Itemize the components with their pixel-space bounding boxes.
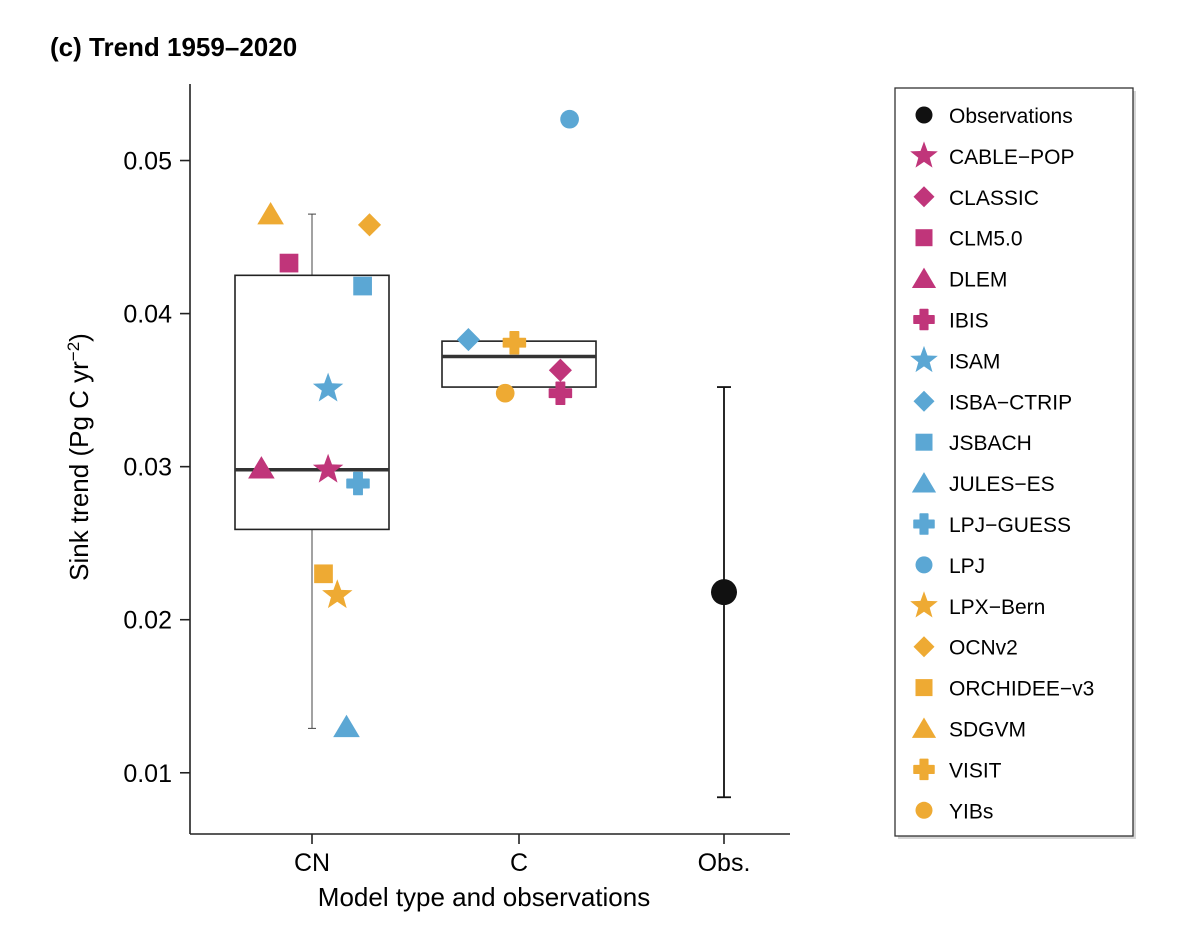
legend-marker-isam xyxy=(910,345,938,373)
legend-marker-isba-ctrip xyxy=(913,390,935,412)
legend-label-visit: VISIT xyxy=(949,759,1002,782)
legend-marker-visit xyxy=(913,758,935,781)
model-points xyxy=(248,109,579,738)
point-lpx-bern xyxy=(322,579,353,609)
legend-label-yibs: YIBs xyxy=(949,800,993,823)
legend-label-sdgvm: SDGVM xyxy=(949,719,1026,742)
legend-label-orchidee-v3: ORCHIDEE−v3 xyxy=(949,678,1094,701)
point-sdgvm xyxy=(257,202,284,225)
y-axis-title-main: Sink trend (Pg C yr xyxy=(64,361,94,581)
observation-errorbar xyxy=(711,386,737,799)
legend-label-lpx-bern: LPX−Bern xyxy=(949,596,1045,619)
legend-label-lpj-guess: LPJ−GUESS xyxy=(949,514,1071,537)
point-jules-es xyxy=(333,714,360,738)
legend-label-jules-es: JULES−ES xyxy=(949,473,1055,496)
x-tick-label: Obs. xyxy=(698,849,751,877)
obs-point xyxy=(711,579,737,606)
y-axis-title: Sink trend (Pg C yr−2) xyxy=(64,333,94,581)
legend-label-lpj: LPJ xyxy=(949,555,985,578)
legend-marker-lpj xyxy=(915,556,933,574)
y-axis-title-close: ) xyxy=(64,333,94,342)
y-tick-label: 0.04 xyxy=(123,301,172,329)
legend-marker-cable-pop xyxy=(910,141,938,168)
legend-marker-sdgvm xyxy=(911,717,937,738)
legend-marker-ocnv2 xyxy=(913,636,935,658)
y-axis-title-superscript: −2 xyxy=(64,342,83,361)
point-ibis xyxy=(548,381,573,405)
point-orchidee-v3 xyxy=(314,564,333,584)
legend-marker-ibis xyxy=(913,308,935,331)
legend-label-isam: ISAM xyxy=(949,350,1000,373)
point-ocnv2 xyxy=(357,213,382,237)
legend-label-ocnv2: OCNv2 xyxy=(949,637,1018,660)
legend-marker-observations xyxy=(915,106,933,124)
legend-marker-jules-es xyxy=(911,472,937,493)
point-clm5-0 xyxy=(279,253,299,273)
legend-label-cable-pop: CABLE−POP xyxy=(949,146,1074,169)
legend-marker-lpj-guess xyxy=(913,513,935,535)
legend-label-classic: CLASSIC xyxy=(949,187,1039,210)
x-axis-title: Model type and observations xyxy=(318,882,650,912)
point-dlem xyxy=(248,456,275,479)
legend-box xyxy=(894,87,1134,837)
legend-marker-dlem xyxy=(911,267,937,288)
box-plots xyxy=(234,213,597,729)
point-lpj xyxy=(560,109,579,129)
legend-label-jsbach: JSBACH xyxy=(949,432,1032,455)
point-lpj-guess xyxy=(346,471,370,496)
point-yibs xyxy=(495,383,515,403)
legend-label-observations: Observations xyxy=(949,105,1073,128)
point-classic xyxy=(548,358,572,382)
legend-label-isba-ctrip: ISBA−CTRIP xyxy=(949,391,1072,414)
point-visit xyxy=(502,330,527,355)
point-isba-ctrip xyxy=(456,328,480,352)
legend-marker-jsbach xyxy=(915,433,933,451)
legend-label-ibis: IBIS xyxy=(949,310,989,333)
legend-marker-clm5-0 xyxy=(915,229,933,247)
chart-title: (c) Trend 1959–2020 xyxy=(50,32,297,62)
x-tick-label: C xyxy=(510,849,528,877)
legend-marker-classic xyxy=(913,186,935,208)
plot-axes: 0.01 0.02 0.03 0.04 0.05 CN C Obs. xyxy=(123,84,790,877)
legend-label-clm5-0: CLM5.0 xyxy=(949,228,1023,251)
box-iqr xyxy=(234,274,390,531)
y-tick-label: 0.05 xyxy=(123,148,172,176)
point-isam xyxy=(312,372,344,402)
y-tick-label: 0.02 xyxy=(123,607,172,635)
point-jsbach xyxy=(353,276,372,296)
y-tick-label: 0.01 xyxy=(123,760,172,788)
legend-marker-orchidee-v3 xyxy=(915,679,933,697)
point-cable-pop xyxy=(312,453,344,483)
y-tick-label: 0.03 xyxy=(123,454,172,482)
legend-marker-lpx-bern xyxy=(910,591,938,618)
legend: Observations CABLE−POP CLASSIC CLM5.0 DLEM IB… xyxy=(894,87,1136,839)
legend-marker-yibs xyxy=(915,801,933,819)
legend-label-dlem: DLEM xyxy=(949,269,1007,292)
x-tick-label: CN xyxy=(294,849,330,877)
